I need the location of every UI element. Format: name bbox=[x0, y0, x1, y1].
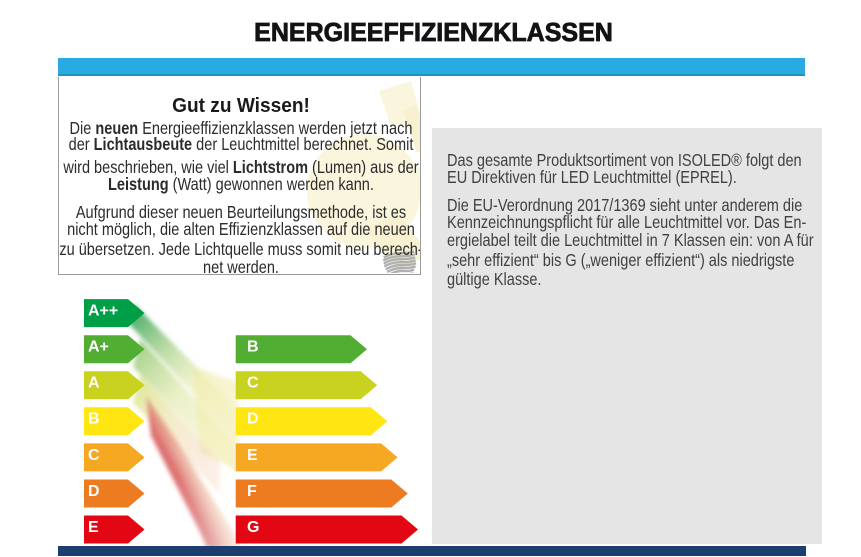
svg-text:E: E bbox=[247, 447, 258, 464]
svg-text:F: F bbox=[247, 483, 257, 500]
svg-text:C: C bbox=[247, 375, 259, 392]
svg-text:E: E bbox=[88, 519, 99, 536]
svg-text:D: D bbox=[88, 483, 100, 500]
svg-text:C: C bbox=[88, 447, 100, 464]
svg-text:B: B bbox=[247, 339, 259, 356]
svg-text:A: A bbox=[88, 375, 100, 392]
svg-text:A++: A++ bbox=[88, 303, 118, 320]
svg-text:D: D bbox=[247, 411, 259, 428]
svg-text:B: B bbox=[88, 411, 100, 428]
svg-text:G: G bbox=[247, 519, 259, 536]
svg-text:A+: A+ bbox=[88, 339, 109, 356]
